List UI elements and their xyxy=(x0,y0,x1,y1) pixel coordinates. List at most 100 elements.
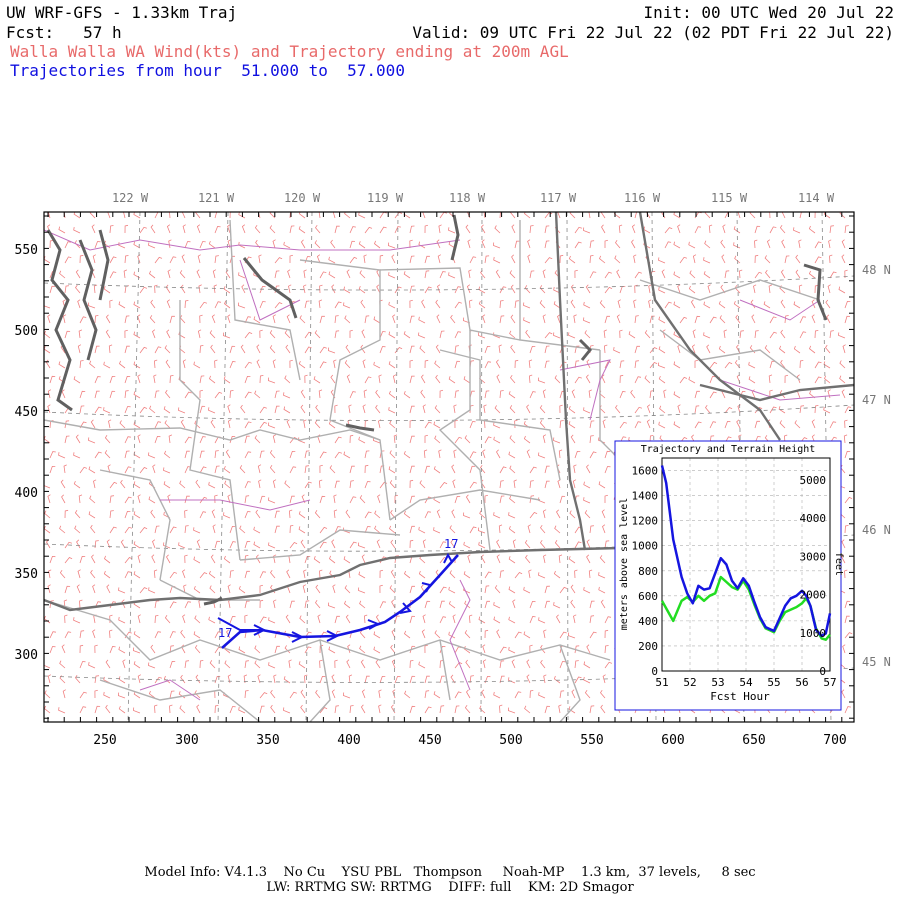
inset-ylabel-right: feet xyxy=(833,552,844,576)
trajectory-arrows xyxy=(253,552,453,643)
wind-barb xyxy=(482,314,486,324)
wind-barb xyxy=(628,331,636,339)
wind-barb xyxy=(300,239,306,249)
wind-barb xyxy=(269,330,276,339)
wind-barb xyxy=(149,405,156,414)
wind-barb xyxy=(168,434,173,444)
wind-barb xyxy=(109,299,113,309)
wind-barb xyxy=(510,344,516,354)
wind-barb xyxy=(450,539,456,549)
wind-barb xyxy=(103,570,111,579)
wind-barb xyxy=(434,360,441,369)
wind-barb xyxy=(510,314,516,324)
wind-barb xyxy=(319,464,323,474)
wind-barb xyxy=(449,570,456,579)
wind-barb xyxy=(273,674,277,684)
wind-barb xyxy=(389,525,396,534)
wind-barb xyxy=(64,509,69,519)
wind-barb xyxy=(589,420,595,429)
wind-barb xyxy=(361,689,366,699)
wind-barb xyxy=(841,389,846,399)
wind-barb xyxy=(182,569,186,579)
wind-barb xyxy=(558,449,563,459)
wind-barb xyxy=(499,390,504,399)
wind-barb xyxy=(301,494,306,504)
wind-barb xyxy=(109,629,113,639)
wind-barb xyxy=(64,585,71,594)
wind-barb xyxy=(463,541,471,549)
wind-barb xyxy=(79,599,83,609)
wind-barb xyxy=(478,332,486,339)
wind-barb xyxy=(77,344,82,354)
wind-barb xyxy=(422,614,426,624)
wind-barb xyxy=(751,389,756,399)
wind-barb xyxy=(484,345,491,354)
wind-barb xyxy=(109,481,118,489)
wind-barb xyxy=(94,315,99,324)
wind-barb xyxy=(349,465,355,474)
wind-barb xyxy=(300,539,306,549)
wind-barb xyxy=(559,631,567,639)
wind-barb xyxy=(274,630,280,639)
wind-barb xyxy=(181,212,186,219)
wind-barb xyxy=(153,569,158,579)
wind-barb xyxy=(764,345,771,354)
wind-barb xyxy=(193,527,201,534)
wind-barb xyxy=(567,632,576,639)
latitude-labels: 48 N 47 N 46 N 45 N xyxy=(862,263,891,669)
wind-barb xyxy=(736,419,741,429)
wind-barb xyxy=(349,705,354,714)
wind-barb xyxy=(466,689,471,699)
wind-barb xyxy=(194,644,201,654)
wind-barb xyxy=(529,600,536,609)
wind-barb xyxy=(434,435,441,444)
wind-barb xyxy=(418,570,426,579)
wind-barb xyxy=(843,434,848,444)
wind-barb xyxy=(554,375,561,384)
wind-barb xyxy=(424,675,430,684)
wind-barb xyxy=(184,525,189,534)
wind-barb xyxy=(49,465,56,474)
wind-barb xyxy=(229,435,236,444)
wind-barb xyxy=(409,539,414,549)
wind-barb xyxy=(375,659,381,669)
x-tick-label: 350 xyxy=(256,733,279,748)
wind-barb xyxy=(169,645,174,654)
wind-barb xyxy=(827,284,831,294)
wind-barb xyxy=(269,212,276,219)
wind-barb xyxy=(196,539,201,549)
frame-ticks xyxy=(44,212,854,722)
wind-barb xyxy=(424,465,430,474)
wind-barb xyxy=(424,434,429,443)
wind-barb xyxy=(420,374,426,384)
wind-barb xyxy=(154,615,159,624)
wind-barb xyxy=(673,241,681,249)
wind-barb xyxy=(583,661,591,669)
wind-barb xyxy=(844,569,848,579)
wind-barb xyxy=(319,644,324,654)
wind-barb xyxy=(839,375,846,384)
wind-barb xyxy=(509,405,516,414)
wind-barb xyxy=(394,226,401,234)
wind-barb xyxy=(148,452,156,459)
wind-barb xyxy=(284,375,291,384)
wind-barb xyxy=(137,554,141,564)
wind-barb xyxy=(511,254,516,264)
wind-barb xyxy=(599,255,606,264)
wind-barb xyxy=(105,329,111,339)
wind-barb xyxy=(841,239,846,249)
wind-barb xyxy=(524,554,531,564)
wind-barb xyxy=(448,600,456,609)
wind-barb xyxy=(619,391,626,399)
wind-barb xyxy=(184,554,188,564)
wind-barb xyxy=(119,360,126,369)
wind-barb xyxy=(735,314,741,324)
wind-barb xyxy=(809,345,816,354)
wind-barb xyxy=(298,526,306,534)
wind-barb xyxy=(199,375,205,384)
wind-barb xyxy=(119,420,126,429)
wind-barb xyxy=(343,451,351,459)
wind-barb xyxy=(300,389,306,399)
wind-barb xyxy=(314,224,321,234)
wind-barb xyxy=(409,615,416,624)
